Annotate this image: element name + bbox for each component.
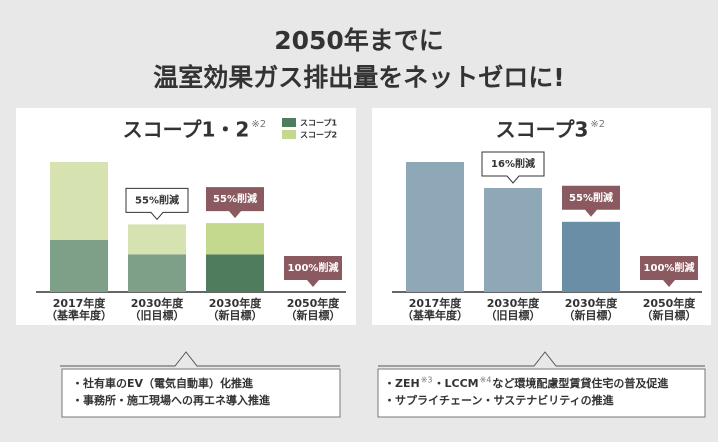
callout-box (125, 187, 189, 221)
note-text: ・サプライチェーン・サステナビリティの推進 (384, 393, 615, 407)
x-tick-label: 2050年度 (287, 296, 341, 310)
note-text: ・事務所・施工現場への再エネ導入推進 (72, 393, 271, 407)
x-tick-label: 2017年度 (53, 296, 107, 310)
bar (50, 162, 108, 240)
callout-label: 16%削減 (491, 157, 535, 170)
note-text: ・ZEH (384, 377, 420, 390)
note-ref: ※4 (480, 376, 492, 385)
note-box (61, 368, 341, 418)
title-note: ※2 (251, 119, 266, 130)
bar (562, 221, 620, 292)
callout-box (284, 256, 342, 287)
x-tick-label: （新目標） (286, 308, 341, 322)
x-tick-label: 2030年度 (487, 296, 541, 310)
bar (128, 254, 186, 292)
x-tick-label: 2030年度 (209, 296, 263, 310)
note-ref: ※3 (421, 376, 433, 385)
callout-label: 100%削減 (288, 261, 339, 274)
chart-title: スコープ3 (496, 118, 589, 142)
bar (406, 162, 464, 292)
bar (206, 223, 264, 255)
callout-box (562, 185, 620, 217)
bar (206, 254, 264, 292)
x-tick-label: （新目標） (642, 308, 697, 322)
x-tick-label: （旧目標） (486, 308, 541, 322)
callout-box (481, 151, 545, 184)
chart-title: スコープ1・2 (123, 118, 250, 142)
note-box (377, 368, 706, 418)
x-tick-label: （旧目標） (130, 308, 185, 322)
legend-swatch (282, 130, 296, 139)
x-tick-label: 2030年度 (565, 296, 619, 310)
bracket (378, 351, 705, 367)
x-tick-label: （基準年度） (402, 308, 468, 322)
note-text: など環境配慮型賃貸住宅の普及促進 (492, 376, 669, 390)
x-tick-label: （新目標） (208, 308, 263, 322)
bar (50, 240, 108, 292)
callout-box (640, 256, 698, 287)
callout-label: 55%削減 (569, 191, 613, 204)
callout-label: 100%削減 (644, 261, 695, 274)
x-tick-label: （新目標） (564, 308, 619, 322)
bar (484, 188, 542, 292)
callout-box (206, 187, 264, 219)
legend-label: スコープ1 (300, 118, 338, 128)
x-tick-label: 2017年度 (409, 296, 463, 310)
title-line: 温室効果ガス排出量をネットゼロに! (153, 63, 564, 92)
bar (128, 224, 186, 255)
callout-label: 55%削減 (213, 192, 257, 205)
title-note: ※2 (590, 119, 605, 130)
title-line: 2050年までに (274, 26, 444, 55)
note-text: ・LCCM (434, 377, 479, 390)
callout-label: 55%削減 (135, 193, 179, 206)
legend-swatch (282, 118, 296, 127)
legend-label: スコープ2 (300, 130, 337, 140)
x-tick-label: （基準年度） (46, 308, 112, 322)
bracket (60, 351, 340, 367)
note-text: ・社有車のEV（電気自動車）化推進 (72, 376, 254, 390)
x-tick-label: 2030年度 (131, 296, 185, 310)
x-tick-label: 2050年度 (643, 296, 697, 310)
